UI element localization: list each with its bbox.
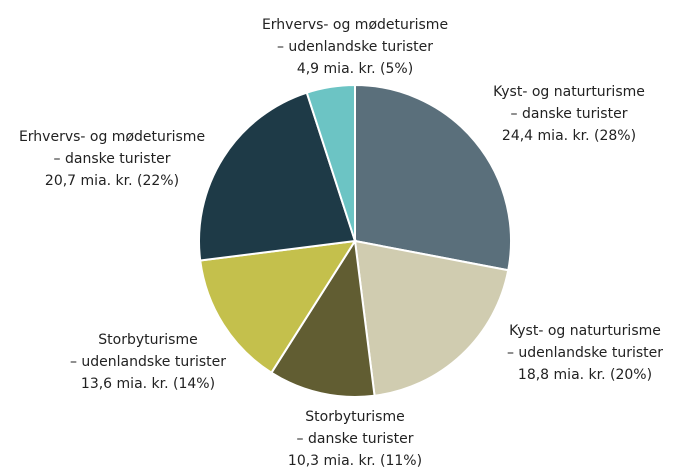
slice-label: Kyst- og naturturisme	[493, 84, 645, 100]
pie-slice	[305, 83, 356, 242]
slice-label: Kyst- og naturturisme	[509, 323, 661, 339]
value-label: 20,7 mia. kr. (22%)	[45, 173, 179, 189]
value-label: 10,3 mia. kr. (11%)	[288, 453, 422, 469]
pie-slice	[353, 239, 510, 397]
value-label: 4,9 mia. kr. (5%)	[297, 61, 413, 77]
slice-label: – danske turister	[297, 431, 414, 447]
slice-label: – danske turister	[54, 151, 171, 167]
pie-slice	[354, 83, 512, 272]
pie-slice	[199, 239, 357, 375]
slice-label: – danske turister	[511, 106, 628, 122]
value-label: 24,4 mia. kr. (28%)	[502, 128, 636, 144]
slice-label: – udenlandske turister	[507, 345, 663, 361]
pie-slice	[270, 238, 376, 398]
slice-label: Storbyturisme	[98, 332, 197, 348]
slice-label: Erhvervs- og mødeturisme	[262, 17, 448, 33]
value-label: 13,6 mia. kr. (14%)	[81, 376, 215, 392]
slice-label: – udenlandske turister	[70, 354, 226, 370]
value-label: 18,8 mia. kr. (20%)	[518, 367, 652, 383]
slice-label: – udenlandske turister	[277, 39, 433, 55]
slice-label: Erhvervs- og mødeturisme	[19, 129, 205, 145]
pie-slice	[198, 91, 357, 262]
slice-label: Storbyturisme	[305, 409, 404, 425]
